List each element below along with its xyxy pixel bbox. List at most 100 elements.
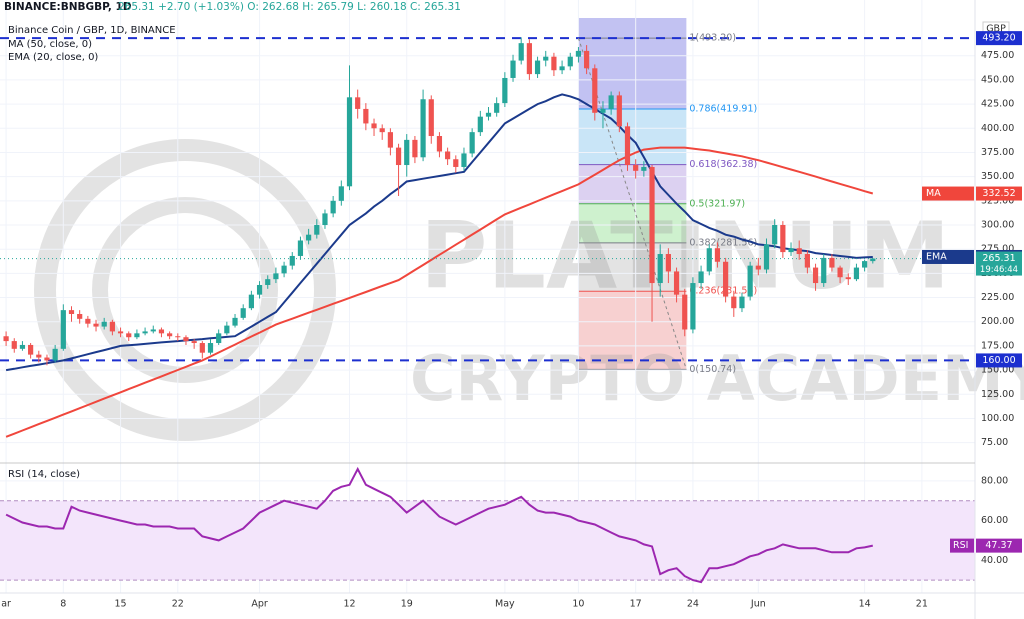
y-tick-label: 400.00 <box>981 123 1014 134</box>
watermark-logo <box>34 139 336 441</box>
candle-body <box>543 56 549 61</box>
y-tick-label: 425.00 <box>981 99 1014 110</box>
candle-body <box>461 153 467 167</box>
candle-body <box>387 132 393 148</box>
series-label-box <box>922 249 974 264</box>
candle-body <box>453 159 459 167</box>
candle-body <box>191 341 197 344</box>
candle-body <box>248 294 254 309</box>
candle-body <box>649 166 655 284</box>
candle-body <box>142 331 148 334</box>
candle-body <box>731 296 737 309</box>
x-tick-label: Jun <box>750 599 766 610</box>
legend-entry: MA (50, close, 0) <box>8 39 92 50</box>
y-tick-label: 475.00 <box>981 50 1014 61</box>
candle-body <box>829 257 835 268</box>
candle-body <box>526 43 532 75</box>
candle-body <box>68 310 75 314</box>
fib-label: 0.618(362.38) <box>689 159 757 170</box>
candle-body <box>371 123 377 129</box>
header-stats: 265.31 +2.70 (+1.03%) O: 262.68 H: 265.7… <box>118 1 461 13</box>
price-label: 160.00 <box>982 355 1015 366</box>
fib-zone <box>578 164 687 204</box>
candle-body <box>559 66 565 71</box>
x-tick-label: 22 <box>172 599 184 610</box>
candle-body <box>747 265 753 297</box>
candle-body <box>682 294 688 330</box>
y-tick-label: 350.00 <box>981 171 1014 182</box>
candle-body <box>379 128 385 133</box>
legend-entry: EMA (20, close, 0) <box>8 52 98 63</box>
candle-body <box>175 336 181 338</box>
chart-title: BINANCE:BNBGBP, 1D <box>4 1 132 13</box>
candle-body <box>641 166 647 171</box>
candle-body <box>150 329 156 332</box>
y-tick-label: 450.00 <box>981 74 1014 85</box>
candle-body <box>338 186 344 201</box>
fib-zone <box>578 18 687 39</box>
y-tick-label: 175.00 <box>981 340 1014 351</box>
candle-body <box>404 139 410 166</box>
x-tick-label: 10 <box>572 599 584 610</box>
candle-body <box>232 317 238 326</box>
candle-body <box>273 273 279 280</box>
candle-body <box>518 43 524 61</box>
candle-body <box>109 321 115 332</box>
candle-body <box>314 225 320 235</box>
candle-body <box>812 267 819 284</box>
fib-label: 1(493.20) <box>689 33 736 44</box>
candle-body <box>763 244 770 270</box>
fib-label: 0.5(321.97) <box>689 198 745 209</box>
candle-body <box>804 254 810 268</box>
candle-body <box>224 325 230 334</box>
y-tick-label: 200.00 <box>981 316 1014 327</box>
y-tick-label: 225.00 <box>981 292 1014 303</box>
candle-body <box>608 95 614 109</box>
fib-trend <box>577 37 687 370</box>
candle-body <box>412 139 418 158</box>
y-tick-label: 325.00 <box>981 195 1014 206</box>
x-tick-label: 14 <box>859 599 871 610</box>
series-label-name: EMA <box>926 251 947 262</box>
candle-body <box>3 336 9 342</box>
candle-body <box>322 213 328 226</box>
countdown: 19:46:44 <box>980 265 1018 275</box>
candle-body <box>216 333 222 344</box>
fib-label: 0.786(419.91) <box>689 104 757 115</box>
series-label-box <box>922 186 974 201</box>
candle-body <box>167 333 173 337</box>
candle-body <box>551 56 557 71</box>
candle-body <box>330 200 336 214</box>
candle-body <box>862 261 868 268</box>
candle-body <box>616 95 622 127</box>
price-label-box <box>976 353 1022 368</box>
candle-body <box>297 240 304 256</box>
candle-body <box>665 254 671 272</box>
candle-body <box>485 112 492 117</box>
candle-body <box>870 258 876 262</box>
candle-body <box>821 257 827 284</box>
fib-zone <box>578 203 687 243</box>
candle-body <box>420 99 426 158</box>
line-series <box>5 146 874 438</box>
fib-label: 0.382(281.56) <box>689 237 757 248</box>
y-tick-label: 100.00 <box>981 413 1014 424</box>
candle-body <box>11 341 17 349</box>
candle-body <box>739 296 745 309</box>
y-tick-label: 40.00 <box>981 555 1008 566</box>
candle-body <box>183 337 189 342</box>
candle-body <box>510 60 516 78</box>
series-label-name: MA <box>926 188 941 199</box>
y-tick-label: 275.00 <box>981 244 1014 255</box>
currency: GBP <box>986 24 1006 35</box>
pane-title: RSI (14, close) <box>8 469 80 480</box>
x-tick-label: 17 <box>630 599 642 610</box>
x-tick-label: May <box>495 599 515 610</box>
candle-body <box>698 271 704 284</box>
candle-body <box>60 310 66 349</box>
x-tick-label: 21 <box>916 599 928 610</box>
last-price-label: 265.31 <box>982 253 1015 264</box>
fib-zone <box>578 109 687 165</box>
line-series <box>5 93 873 372</box>
